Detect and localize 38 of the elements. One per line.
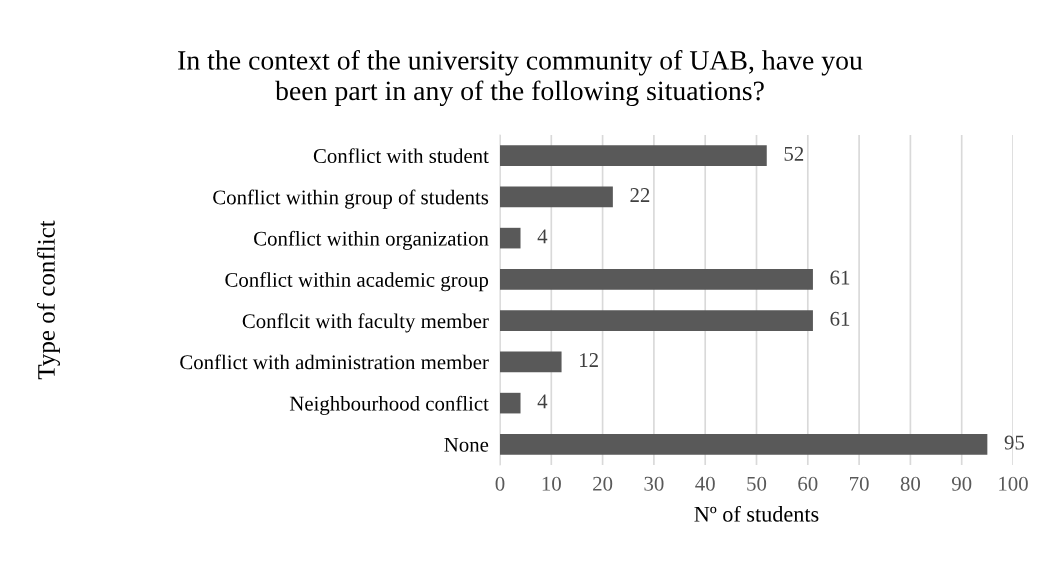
- x-tick-label: 50: [747, 476, 767, 491]
- x-tick-label: 100: [999, 476, 1028, 491]
- data-label: 61: [830, 270, 850, 285]
- y-tick-label: None: [444, 437, 489, 452]
- bar: [500, 310, 813, 331]
- y-axis-title: Type of conflict: [37, 220, 60, 380]
- x-tick-label: 70: [850, 476, 869, 491]
- x-tick-label: 30: [644, 476, 664, 491]
- x-tick-label: 90: [951, 476, 972, 491]
- x-axis-title: Nº of students: [694, 505, 819, 522]
- bar: [500, 392, 521, 414]
- y-tick-label: Conflict with administration member: [180, 354, 489, 370]
- bar: [500, 434, 988, 455]
- bar: [500, 186, 613, 208]
- x-tick-label: 0: [495, 476, 505, 491]
- y-tick-label: Conflict within organization: [254, 230, 489, 250]
- x-tick-label: 20: [593, 476, 613, 491]
- y-tick-label: Conflcit with faculty member: [242, 313, 489, 333]
- data-label: 95: [1004, 435, 1025, 450]
- x-tick-label: 40: [695, 476, 715, 491]
- data-label: 12: [580, 353, 598, 367]
- x-tick-label: 60: [798, 476, 818, 491]
- y-tick-label: Neighbourhood conflict: [289, 395, 489, 415]
- data-label: 22: [630, 188, 650, 202]
- y-tick-label: Conflict with student: [313, 148, 489, 164]
- chart-title: In the context of the university community of UAB, have you been part in any of the following situations?: [178, 50, 863, 106]
- x-tick-label: 10: [542, 476, 561, 491]
- data-label: 4: [537, 394, 548, 409]
- x-tick-label: 80: [900, 476, 921, 491]
- bar: [500, 145, 767, 166]
- data-label: 52: [784, 146, 804, 161]
- bar: [500, 269, 813, 290]
- bar: [500, 351, 562, 373]
- bar: [500, 227, 521, 249]
- y-tick-label: Conflict within academic group: [225, 272, 489, 292]
- data-label: 61: [830, 311, 850, 326]
- data-label: 4: [537, 229, 548, 244]
- y-tick-label: Conflict within group of students: [213, 189, 489, 209]
